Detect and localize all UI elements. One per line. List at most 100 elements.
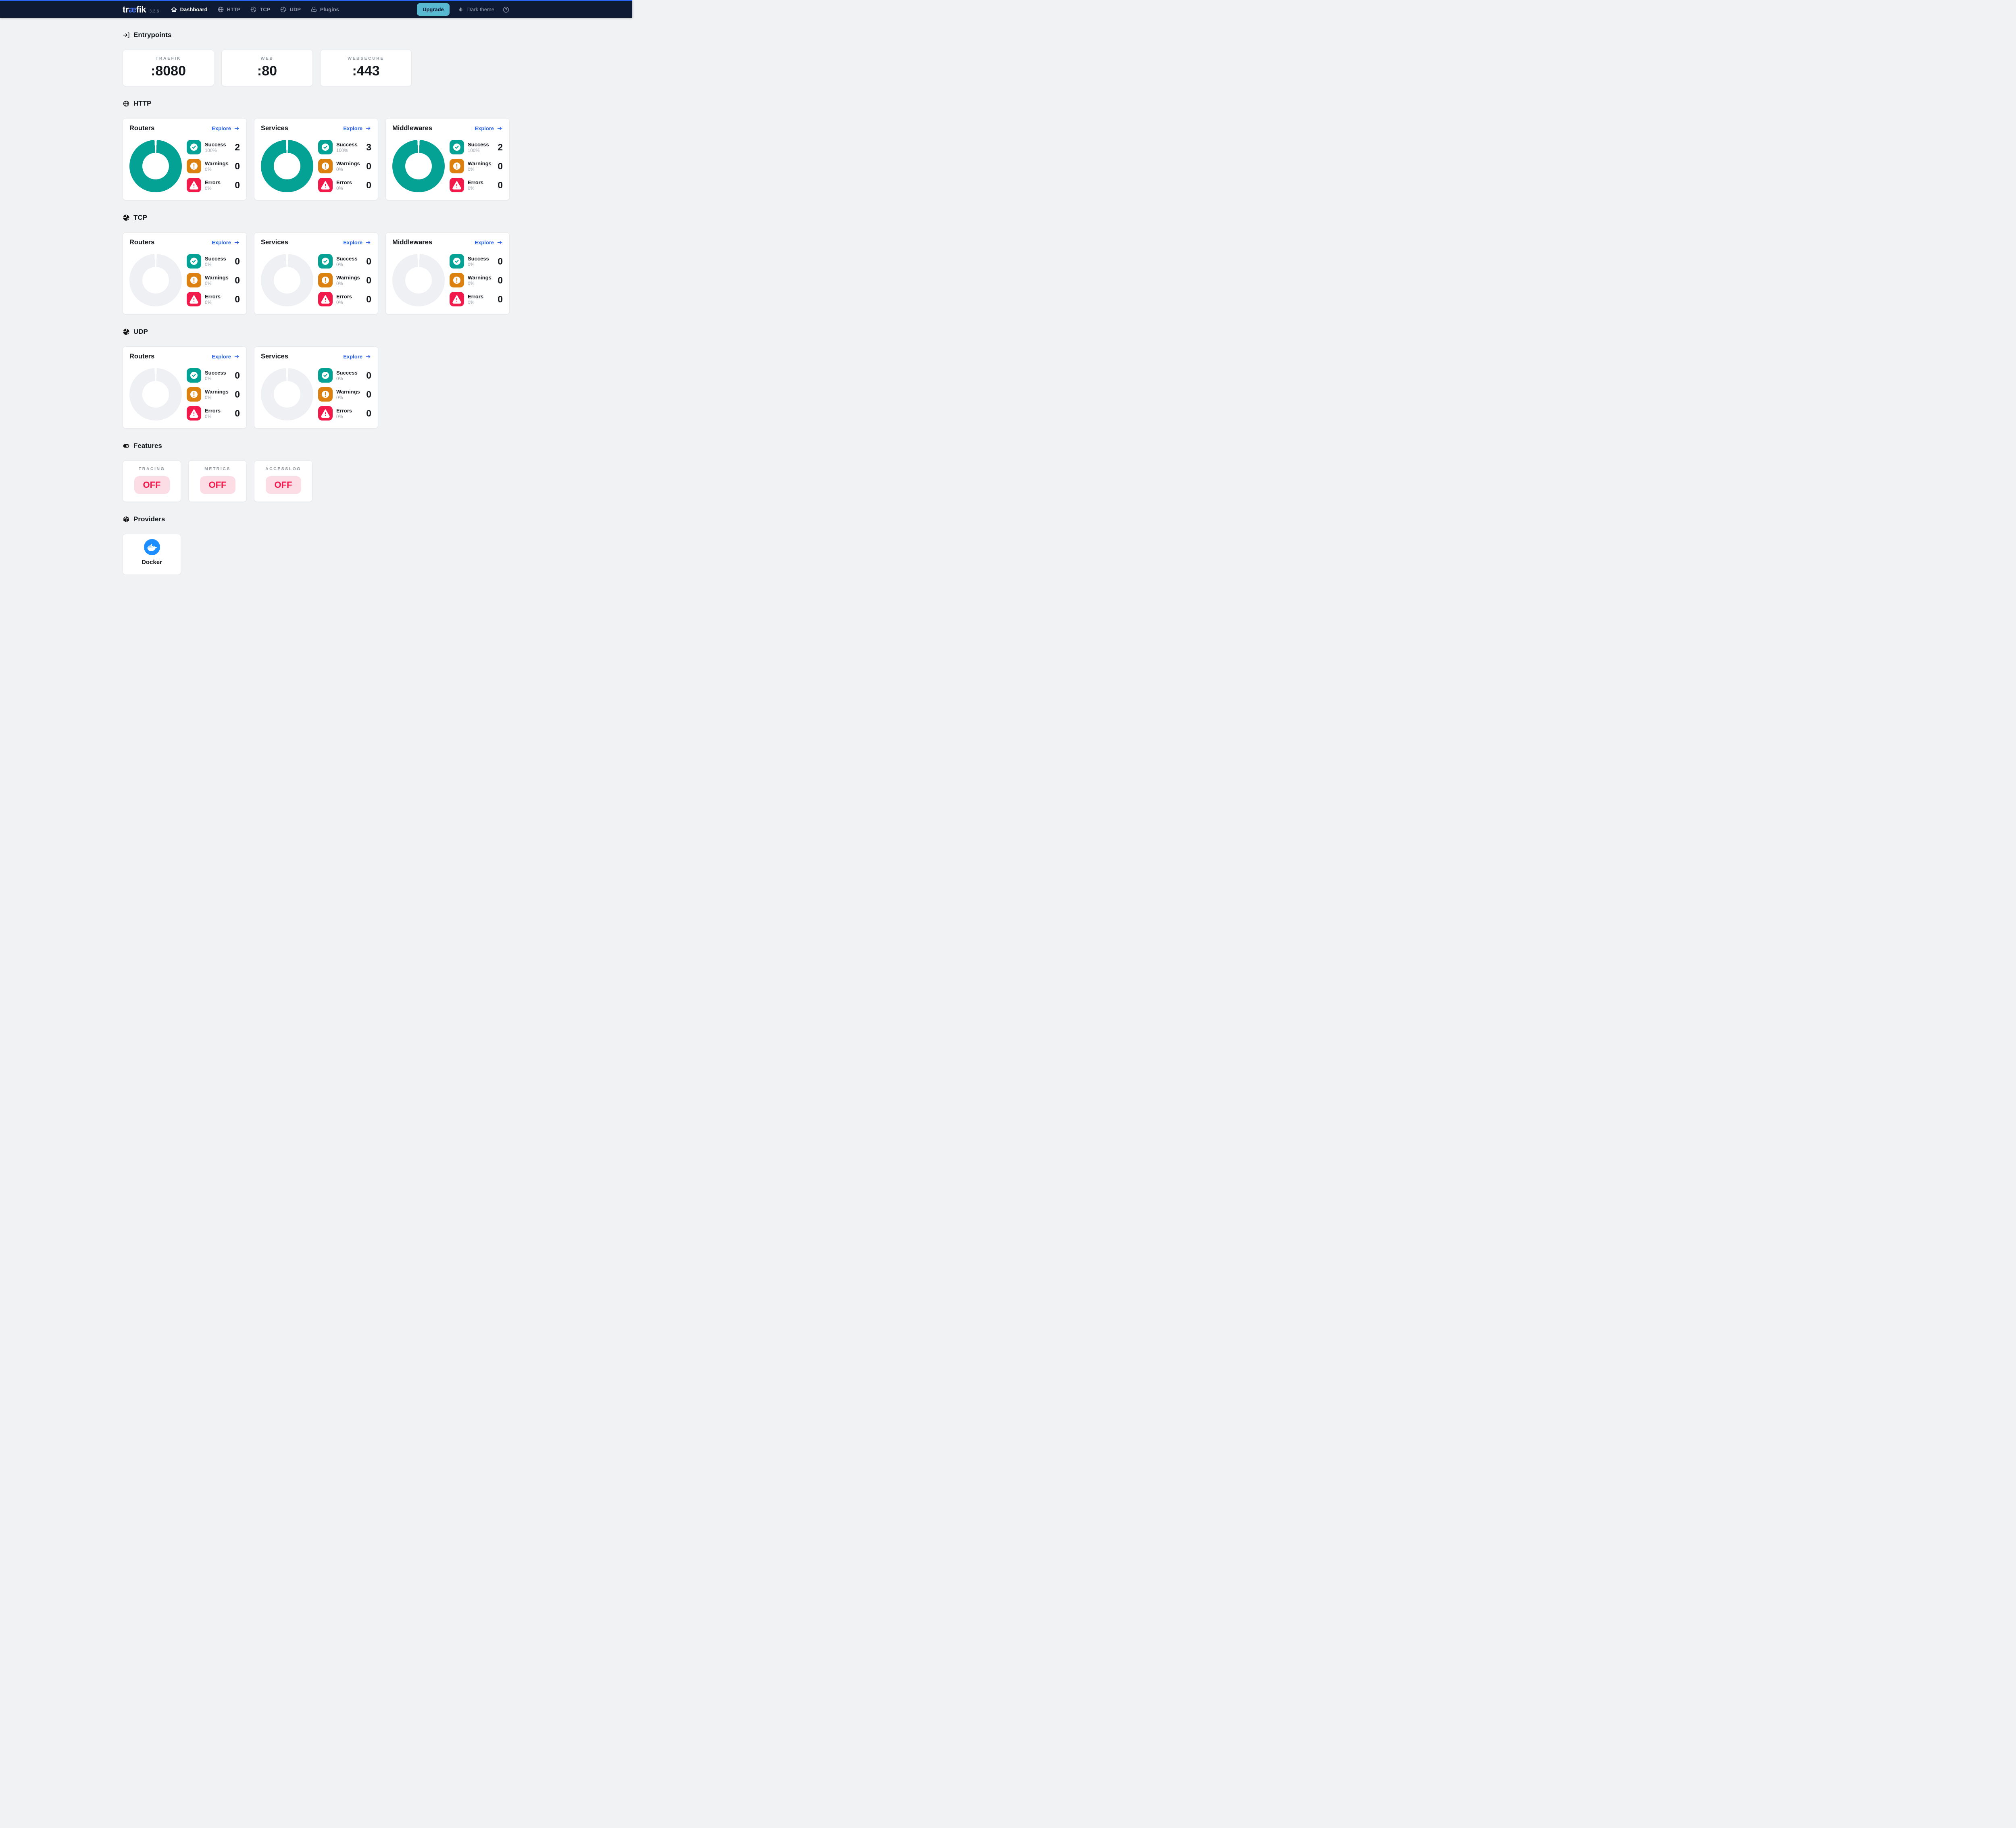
- panel-title: Middlewares: [392, 125, 433, 132]
- stat-success: Success 0% 0: [187, 368, 240, 383]
- section-title-http: HTTP: [123, 100, 510, 108]
- contrast-drop-icon: [458, 6, 464, 13]
- stat-success: Success 100% 3: [318, 140, 371, 154]
- errors-count: 0: [498, 294, 503, 304]
- nav-item-dashboard[interactable]: Dashboard: [171, 6, 208, 13]
- top-navbar: træfik 3.3.6 Dashboard HTTP TCP: [0, 0, 632, 18]
- errors-count: 0: [366, 294, 371, 304]
- stat-warnings: Warnings 0% 0: [318, 273, 371, 287]
- upgrade-button[interactable]: Upgrade: [417, 3, 450, 16]
- warning-icon: [318, 159, 333, 173]
- success-count: 0: [498, 256, 503, 266]
- error-icon: [318, 178, 333, 192]
- stat-errors: Errors 0% 0: [187, 178, 240, 192]
- warning-icon: [187, 387, 201, 402]
- entrypoint-card-web: WEB :80: [221, 50, 313, 86]
- tcp-services-card: Services Explore Success 0% 0 Warnings 0%: [254, 232, 378, 314]
- entrypoint-name: TRAEFIK: [156, 56, 181, 61]
- warning-icon: [318, 387, 333, 402]
- empty-donut-chart: [261, 368, 313, 421]
- explore-http-middlewares-link[interactable]: Explore: [475, 125, 503, 131]
- success-donut-chart: [392, 140, 445, 192]
- udp-routers-card: Routers Explore Success 0% 0 Warnings 0%: [123, 346, 247, 429]
- warnings-count: 0: [366, 275, 371, 285]
- question-circle-icon: [502, 6, 510, 13]
- providers-cards: Docker: [123, 534, 510, 575]
- success-icon: [318, 368, 333, 383]
- main-content: Entrypoints TRAEFIK :8080 WEB :80 WEBSEC…: [123, 31, 510, 588]
- arrow-right-icon: [234, 125, 240, 131]
- empty-donut-chart: [392, 254, 445, 306]
- status-badge: OFF: [200, 476, 235, 494]
- entrypoint-name: WEB: [260, 56, 274, 61]
- error-icon: [187, 292, 201, 306]
- success-icon: [318, 254, 333, 269]
- errors-count: 0: [235, 408, 240, 418]
- panel-title: Services: [261, 239, 288, 246]
- explore-tcp-services-link[interactable]: Explore: [343, 239, 371, 246]
- provider-name: Docker: [142, 559, 162, 566]
- entrypoint-port: :8080: [151, 63, 186, 79]
- errors-count: 0: [235, 294, 240, 304]
- nav-item-tcp[interactable]: TCP: [250, 6, 270, 13]
- success-icon: [187, 368, 201, 383]
- warnings-count: 0: [366, 389, 371, 400]
- nav-item-udp[interactable]: UDP: [280, 6, 301, 13]
- arrow-right-icon: [234, 354, 240, 360]
- success-count: 0: [235, 370, 240, 381]
- stat-errors: Errors 0% 0: [318, 292, 371, 306]
- traefik-dashboard-page: træfik 3.3.6 Dashboard HTTP TCP: [0, 0, 632, 588]
- errors-count: 0: [498, 179, 503, 190]
- dark-theme-toggle[interactable]: Dark theme: [458, 6, 494, 13]
- nav-item-http[interactable]: HTTP: [217, 6, 240, 13]
- success-icon: [187, 140, 201, 154]
- explore-udp-services-link[interactable]: Explore: [343, 354, 371, 360]
- warnings-count: 0: [235, 389, 240, 400]
- success-icon: [450, 254, 464, 269]
- warnings-count: 0: [235, 160, 240, 171]
- empty-donut-chart: [261, 254, 313, 306]
- stat-warnings: Warnings 0% 0: [450, 159, 503, 173]
- tcp-cards: Routers Explore Success 0% 0 Warnings 0%: [123, 232, 510, 314]
- error-icon: [450, 178, 464, 192]
- stat-errors: Errors 0% 0: [187, 406, 240, 421]
- success-count: 0: [366, 256, 371, 266]
- error-icon: [450, 292, 464, 306]
- explore-tcp-middlewares-link[interactable]: Explore: [475, 239, 503, 246]
- explore-tcp-routers-link[interactable]: Explore: [212, 239, 240, 246]
- provider-card-docker: Docker: [123, 534, 181, 575]
- panel-title: Routers: [129, 125, 155, 132]
- warning-icon: [318, 273, 333, 287]
- errors-count: 0: [366, 408, 371, 418]
- success-icon: [187, 254, 201, 269]
- panel-title: Services: [261, 353, 288, 360]
- feature-card-accesslog: ACCESSLOG OFF: [254, 460, 312, 502]
- network-icon: [123, 328, 130, 335]
- success-count: 0: [235, 256, 240, 266]
- success-icon: [318, 140, 333, 154]
- network-icon: [250, 6, 257, 13]
- stat-warnings: Warnings 0% 0: [318, 387, 371, 402]
- nav-item-plugins[interactable]: Plugins: [310, 6, 339, 13]
- panel-title: Routers: [129, 353, 155, 360]
- docker-icon: [144, 539, 160, 555]
- globe-icon: [217, 6, 224, 13]
- error-icon: [187, 178, 201, 192]
- tcp-middlewares-card: Middlewares Explore Success 0% 0 Warning: [385, 232, 510, 314]
- toggle-icon: [123, 442, 130, 450]
- status-badge: OFF: [134, 476, 170, 494]
- entrypoint-port: :443: [352, 63, 380, 79]
- help-button[interactable]: [502, 6, 510, 13]
- error-icon: [318, 292, 333, 306]
- explore-udp-routers-link[interactable]: Explore: [212, 354, 240, 360]
- stat-errors: Errors 0% 0: [318, 406, 371, 421]
- arrow-right-icon: [234, 239, 240, 246]
- error-icon: [187, 406, 201, 421]
- explore-http-routers-link[interactable]: Explore: [212, 125, 240, 131]
- version-label: 3.3.6: [149, 8, 159, 14]
- warnings-count: 0: [235, 275, 240, 285]
- traefik-logo: træfik: [123, 4, 146, 15]
- explore-http-services-link[interactable]: Explore: [343, 125, 371, 131]
- empty-donut-chart: [129, 368, 182, 421]
- stat-warnings: Warnings 0% 0: [450, 273, 503, 287]
